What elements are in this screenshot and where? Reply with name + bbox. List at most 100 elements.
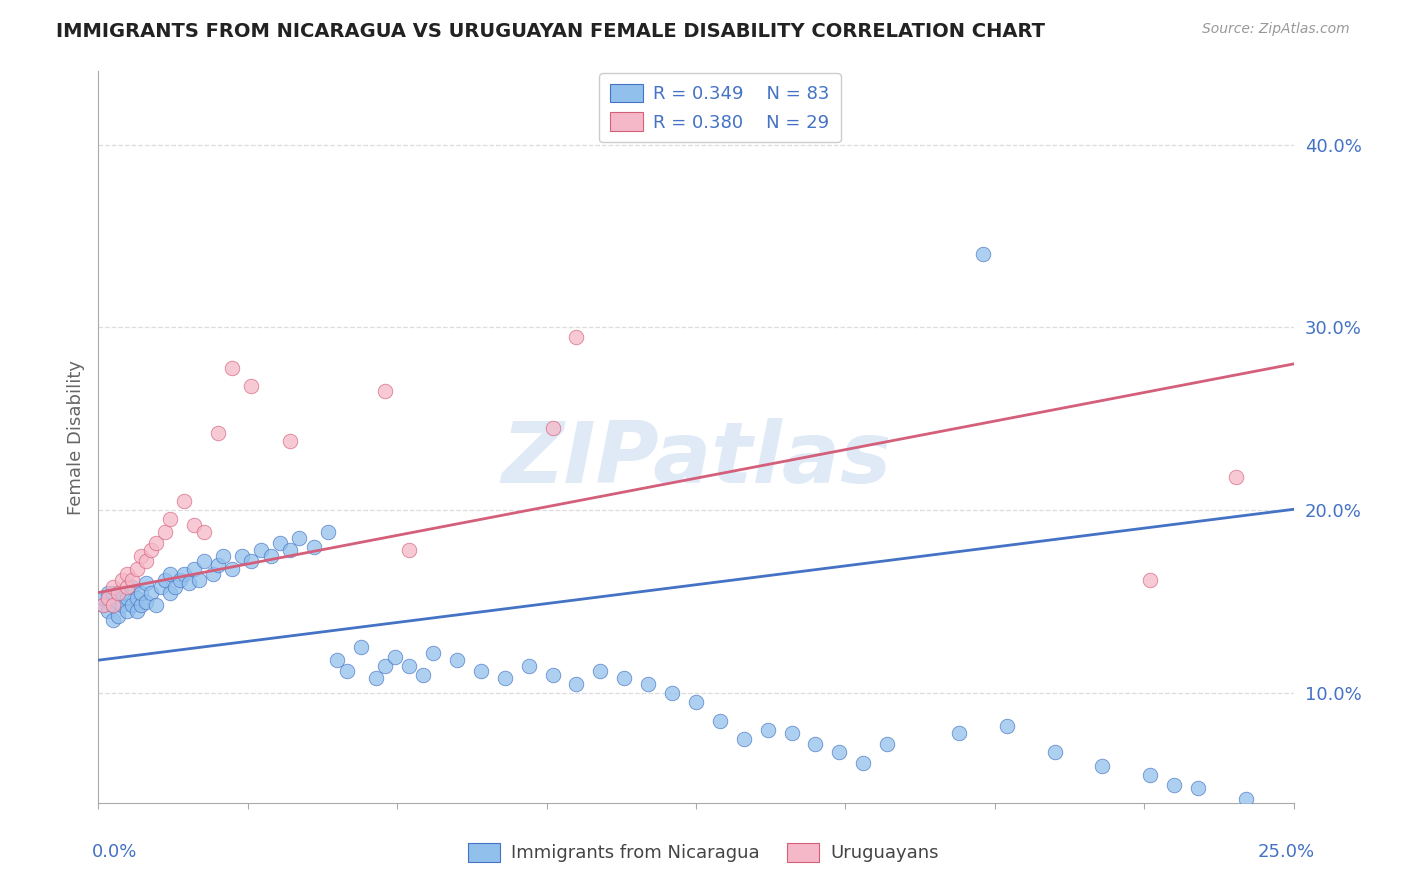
Point: [125, 604, 148, 618]
Legend: R = 0.349    N = 83, R = 0.380    N = 29: R = 0.349 N = 83, R = 0.380 N = 29: [599, 73, 841, 143]
Point: [121, 599, 143, 613]
Point: [111, 599, 134, 613]
Point: [494, 672, 516, 686]
Point: [350, 640, 373, 655]
Point: [135, 594, 157, 608]
Point: [107, 585, 129, 599]
Point: [1139, 768, 1161, 782]
Point: [1225, 470, 1247, 484]
Legend: Immigrants from Nicaragua, Uruguayans: Immigrants from Nicaragua, Uruguayans: [460, 836, 946, 870]
Text: 0.0%: 0.0%: [91, 843, 136, 861]
Point: [398, 658, 420, 673]
Point: [91, 591, 114, 605]
Point: [179, 576, 201, 591]
Point: [685, 695, 707, 709]
Point: [107, 594, 129, 608]
Point: [374, 658, 396, 673]
Point: [637, 677, 659, 691]
Text: 25.0%: 25.0%: [1257, 843, 1315, 861]
Point: [159, 585, 181, 599]
Point: [97, 585, 120, 599]
Point: [149, 580, 172, 594]
Point: [221, 562, 243, 576]
Point: [169, 573, 191, 587]
Point: [384, 649, 406, 664]
Point: [278, 543, 301, 558]
Point: [183, 562, 205, 576]
Point: [207, 558, 229, 573]
Point: [709, 714, 731, 728]
Point: [288, 531, 311, 545]
Y-axis label: Female Disability: Female Disability: [66, 359, 84, 515]
Point: [995, 719, 1018, 733]
Point: [107, 609, 129, 624]
Point: [211, 549, 233, 563]
Point: [145, 536, 167, 550]
Point: [1187, 781, 1209, 796]
Point: [364, 672, 387, 686]
Point: [565, 677, 588, 691]
Point: [828, 745, 851, 759]
Point: [1139, 573, 1161, 587]
Point: [183, 517, 205, 532]
Point: [159, 512, 181, 526]
Point: [876, 737, 898, 751]
Point: [111, 573, 134, 587]
Point: [804, 737, 827, 751]
Point: [131, 549, 153, 563]
Point: [589, 664, 612, 678]
Point: [101, 585, 124, 599]
Point: [326, 653, 349, 667]
Point: [115, 567, 138, 582]
Point: [131, 585, 153, 599]
Point: [139, 585, 162, 599]
Point: [240, 554, 263, 568]
Point: [187, 573, 209, 587]
Point: [91, 599, 114, 613]
Point: [852, 756, 875, 770]
Point: [733, 731, 755, 746]
Point: [159, 567, 181, 582]
Point: [756, 723, 779, 737]
Point: [398, 543, 420, 558]
Point: [565, 329, 588, 343]
Point: [125, 591, 148, 605]
Point: [101, 599, 124, 613]
Point: [135, 576, 157, 591]
Point: [101, 580, 124, 594]
Point: [155, 573, 177, 587]
Point: [259, 549, 281, 563]
Point: [115, 580, 138, 594]
Point: [972, 247, 994, 261]
Point: [97, 591, 120, 605]
Point: [541, 421, 564, 435]
Point: [1163, 778, 1185, 792]
Point: [221, 360, 243, 375]
Point: [470, 664, 492, 678]
Point: [91, 599, 114, 613]
Point: [115, 591, 138, 605]
Point: [173, 494, 195, 508]
Point: [661, 686, 683, 700]
Point: [517, 658, 540, 673]
Point: [780, 726, 803, 740]
Text: ZIPatlas: ZIPatlas: [501, 417, 891, 500]
Point: [422, 646, 444, 660]
Point: [121, 573, 143, 587]
Point: [231, 549, 253, 563]
Point: [541, 667, 564, 681]
Point: [613, 672, 636, 686]
Point: [240, 379, 263, 393]
Point: [1234, 792, 1257, 806]
Point: [101, 613, 124, 627]
Point: [1043, 745, 1066, 759]
Point: [131, 599, 153, 613]
Point: [173, 567, 195, 582]
Point: [115, 604, 138, 618]
Point: [250, 543, 273, 558]
Point: [207, 426, 229, 441]
Point: [269, 536, 291, 550]
Point: [316, 525, 339, 540]
Point: [193, 525, 215, 540]
Point: [145, 599, 167, 613]
